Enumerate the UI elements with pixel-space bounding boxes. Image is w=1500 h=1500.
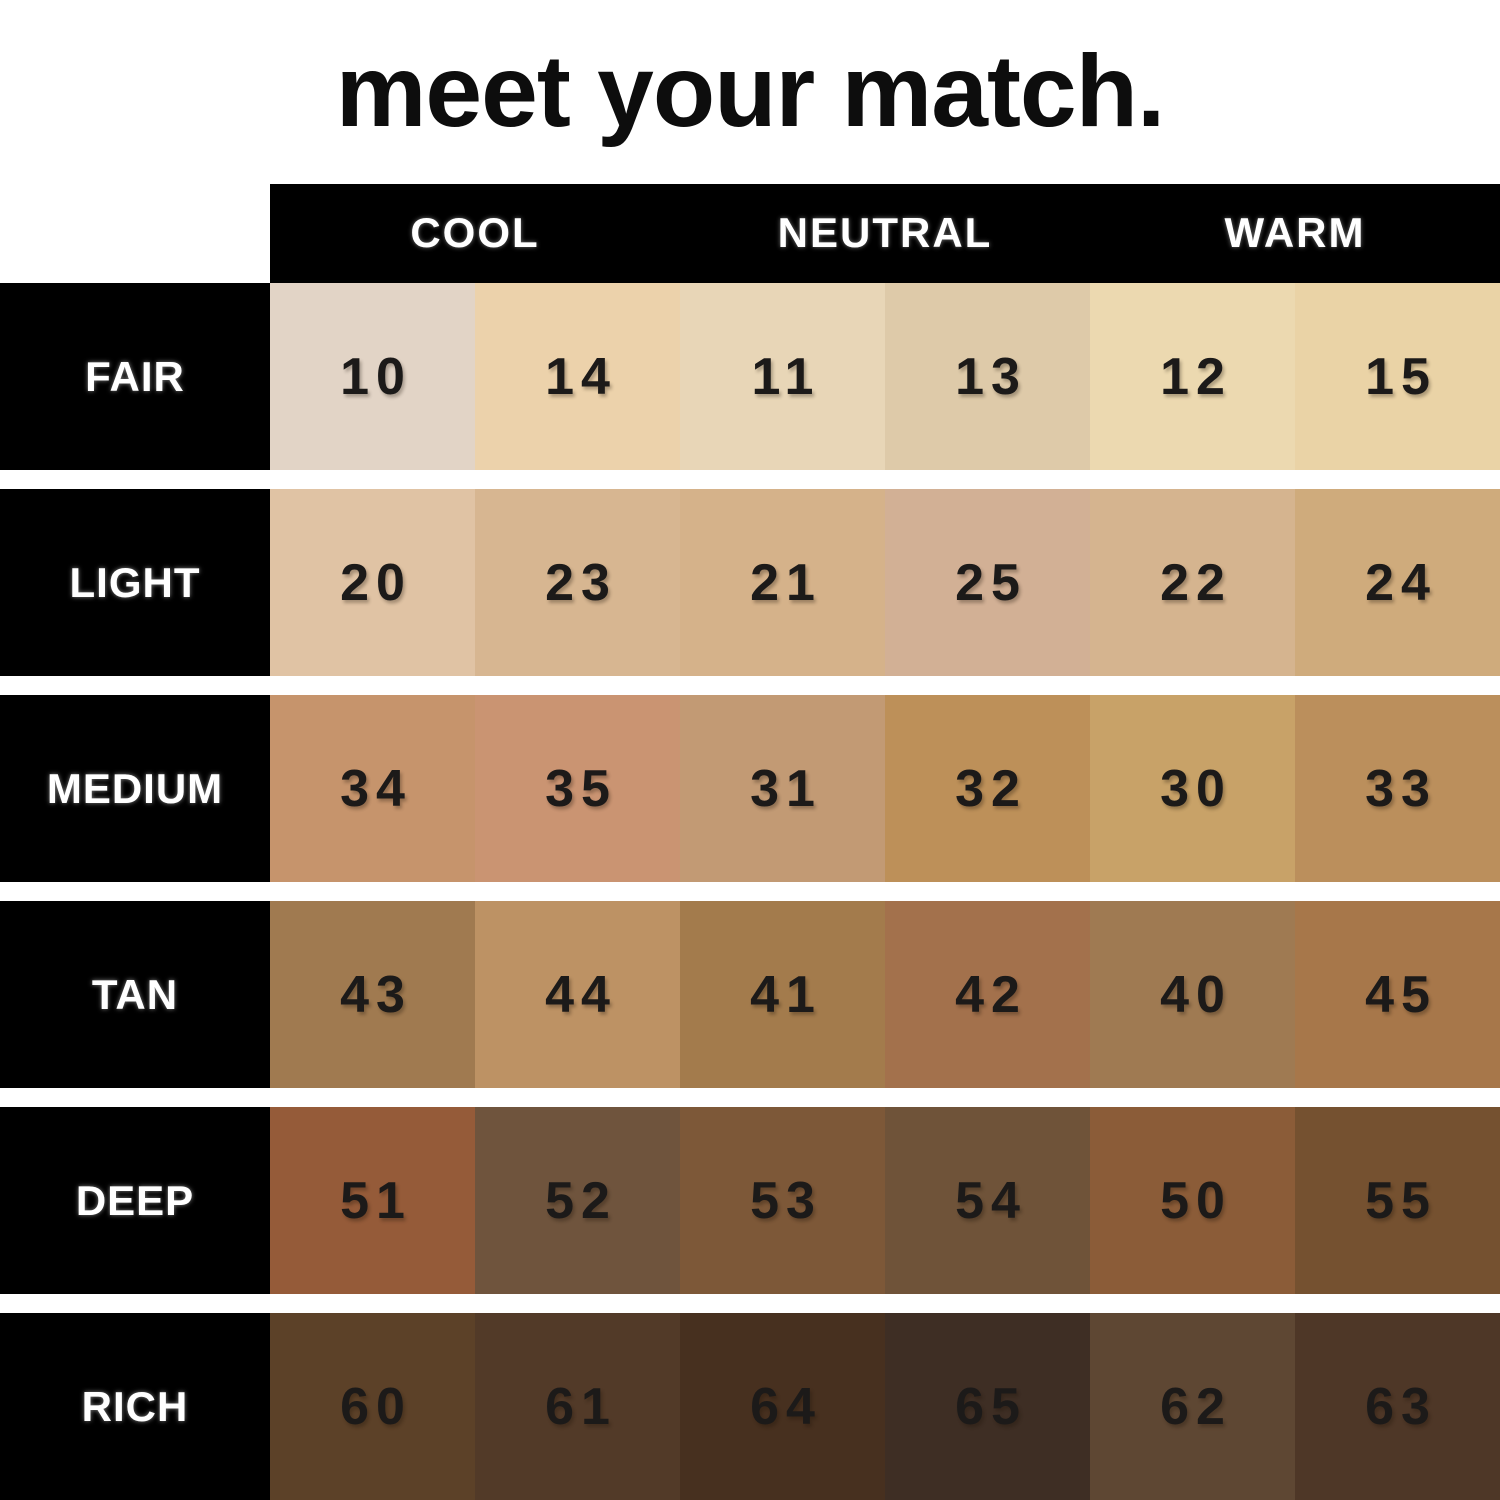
shade-number: 23 [545, 553, 617, 612]
shade-swatch-64: 64 [680, 1313, 885, 1500]
shade-swatch-54: 54 [885, 1107, 1090, 1294]
shade-row-fair: FAIR 10 14 11 13 12 15 [0, 283, 1500, 470]
shade-number: 25 [955, 553, 1027, 612]
shade-number: 64 [750, 1377, 822, 1436]
shade-swatch-45: 45 [1295, 901, 1500, 1088]
shade-swatch-41: 41 [680, 901, 885, 1088]
shade-swatch-63: 63 [1295, 1313, 1500, 1500]
shade-number: 50 [1160, 1171, 1232, 1230]
shade-number: 51 [340, 1171, 412, 1230]
shade-swatch-31: 31 [680, 695, 885, 882]
shade-swatch-42: 42 [885, 901, 1090, 1088]
shade-number: 14 [545, 347, 617, 406]
shade-number: 24 [1365, 553, 1437, 612]
shade-swatch-10: 10 [270, 283, 475, 470]
title-area: meet your match. [0, 0, 1500, 184]
shade-swatch-15: 15 [1295, 283, 1500, 470]
shade-number: 44 [545, 965, 617, 1024]
shade-swatch-50: 50 [1090, 1107, 1295, 1294]
shade-swatch-33: 33 [1295, 695, 1500, 882]
shade-swatch-20: 20 [270, 489, 475, 676]
shade-rows: FAIR 10 14 11 13 12 15 LIGHT 20 23 21 25 22 24 MEDIUM 3… [0, 283, 1500, 1500]
shade-swatch-53: 53 [680, 1107, 885, 1294]
page-title: meet your match. [335, 34, 1166, 149]
shade-number: 53 [750, 1171, 822, 1230]
shade-number: 45 [1365, 965, 1437, 1024]
shade-number: 33 [1365, 759, 1437, 818]
shade-swatch-32: 32 [885, 695, 1090, 882]
shade-row-light: LIGHT 20 23 21 25 22 24 [0, 489, 1500, 676]
header-col-warm: WARM [1224, 209, 1366, 257]
row-label-deep: DEEP [0, 1107, 270, 1294]
shade-number: 31 [750, 759, 822, 818]
shade-number: 21 [750, 553, 822, 612]
row-label-tan: TAN [0, 901, 270, 1088]
shade-swatch-11: 11 [680, 283, 885, 470]
shade-number: 54 [955, 1171, 1027, 1230]
shade-number: 41 [750, 965, 822, 1024]
shade-number: 35 [545, 759, 617, 818]
shade-number: 13 [955, 347, 1027, 406]
shade-number: 12 [1160, 347, 1232, 406]
shade-swatch-21: 21 [680, 489, 885, 676]
shade-number: 43 [340, 965, 412, 1024]
shade-swatch-60: 60 [270, 1313, 475, 1500]
shade-swatch-65: 65 [885, 1313, 1090, 1500]
undertone-header-band: COOL NEUTRAL WARM [270, 183, 1500, 283]
shade-swatch-62: 62 [1090, 1313, 1295, 1500]
row-label-rich: RICH [0, 1313, 270, 1500]
header-col-cool: COOL [410, 209, 540, 257]
shade-number: 61 [545, 1377, 617, 1436]
shade-number: 62 [1160, 1377, 1232, 1436]
shade-swatch-44: 44 [475, 901, 680, 1088]
shade-number: 34 [340, 759, 412, 818]
shade-number: 11 [751, 347, 821, 406]
shade-swatch-24: 24 [1295, 489, 1500, 676]
shade-number: 20 [340, 553, 412, 612]
shade-swatch-35: 35 [475, 695, 680, 882]
shade-number: 60 [340, 1377, 412, 1436]
shade-swatch-14: 14 [475, 283, 680, 470]
header-col-neutral: NEUTRAL [777, 209, 993, 257]
shade-swatch-61: 61 [475, 1313, 680, 1500]
shade-number: 65 [955, 1377, 1027, 1436]
shade-row-tan: TAN 43 44 41 42 40 45 [0, 901, 1500, 1088]
shade-swatch-34: 34 [270, 695, 475, 882]
shade-number: 42 [955, 965, 1027, 1024]
row-label-fair: FAIR [0, 283, 270, 470]
shade-swatch-43: 43 [270, 901, 475, 1088]
shade-swatch-55: 55 [1295, 1107, 1500, 1294]
row-label-medium: MEDIUM [0, 695, 270, 882]
row-label-light: LIGHT [0, 489, 270, 676]
shade-number: 10 [340, 347, 412, 406]
shade-row-deep: DEEP 51 52 53 54 50 55 [0, 1107, 1500, 1294]
shade-number: 22 [1160, 553, 1232, 612]
shade-row-rich: RICH 60 61 64 65 62 63 [0, 1313, 1500, 1500]
shade-number: 63 [1365, 1377, 1437, 1436]
shade-number: 15 [1365, 347, 1437, 406]
shade-swatch-13: 13 [885, 283, 1090, 470]
shade-number: 40 [1160, 965, 1232, 1024]
shade-swatch-12: 12 [1090, 283, 1295, 470]
shade-number: 55 [1365, 1171, 1437, 1230]
shade-number: 30 [1160, 759, 1232, 818]
shade-swatch-52: 52 [475, 1107, 680, 1294]
shade-swatch-22: 22 [1090, 489, 1295, 676]
shade-row-medium: MEDIUM 34 35 31 32 30 33 [0, 695, 1500, 882]
shade-swatch-40: 40 [1090, 901, 1295, 1088]
shade-swatch-23: 23 [475, 489, 680, 676]
shade-swatch-25: 25 [885, 489, 1090, 676]
shade-number: 52 [545, 1171, 617, 1230]
shade-number: 32 [955, 759, 1027, 818]
shade-swatch-30: 30 [1090, 695, 1295, 882]
shade-swatch-51: 51 [270, 1107, 475, 1294]
